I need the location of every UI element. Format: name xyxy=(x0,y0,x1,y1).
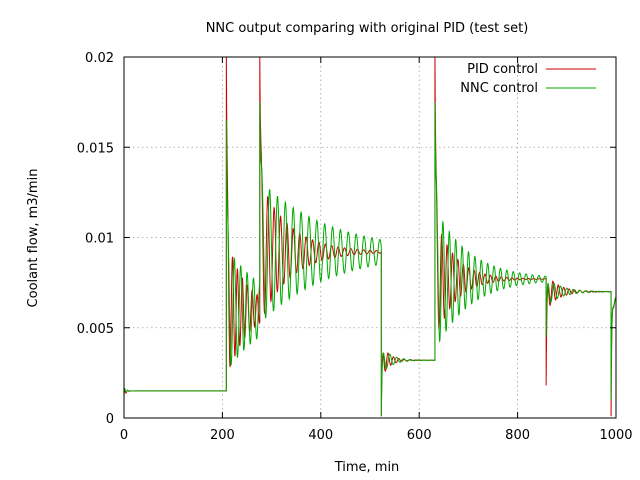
x-axis-label: Time, min xyxy=(334,460,400,475)
x-tick-label: 0 xyxy=(120,428,128,443)
grid-lines xyxy=(124,57,616,418)
x-tick-label: 200 xyxy=(210,428,235,443)
axis-ticks xyxy=(123,56,617,419)
x-tick-label: 600 xyxy=(407,428,432,443)
y-tick-label: 0.01 xyxy=(85,232,114,247)
y-axis-label: Coolant flow, m3/min xyxy=(26,169,41,308)
x-tick-label: 800 xyxy=(505,428,530,443)
legend-label-pid: PID control xyxy=(467,62,538,77)
x-tick-label: 400 xyxy=(308,428,333,443)
y-tick-label: 0.02 xyxy=(85,51,114,66)
series-line-nnc-control xyxy=(124,102,616,417)
y-tick-label: 0.015 xyxy=(77,141,114,156)
x-tick-label: 1000 xyxy=(599,428,632,443)
chart-title: NNC output comparing with original PID (… xyxy=(206,21,529,36)
legend-label-nnc: NNC control xyxy=(460,81,538,96)
y-tick-label: 0 xyxy=(106,412,114,427)
y-tick-labels: 0 0.005 0.01 0.015 0.02 xyxy=(77,51,114,427)
legend: PID control NNC control xyxy=(460,62,596,96)
y-tick-label: 0.005 xyxy=(77,322,114,337)
series-layer xyxy=(124,57,616,417)
x-tick-labels: 0 200 400 600 800 1000 xyxy=(120,428,633,443)
